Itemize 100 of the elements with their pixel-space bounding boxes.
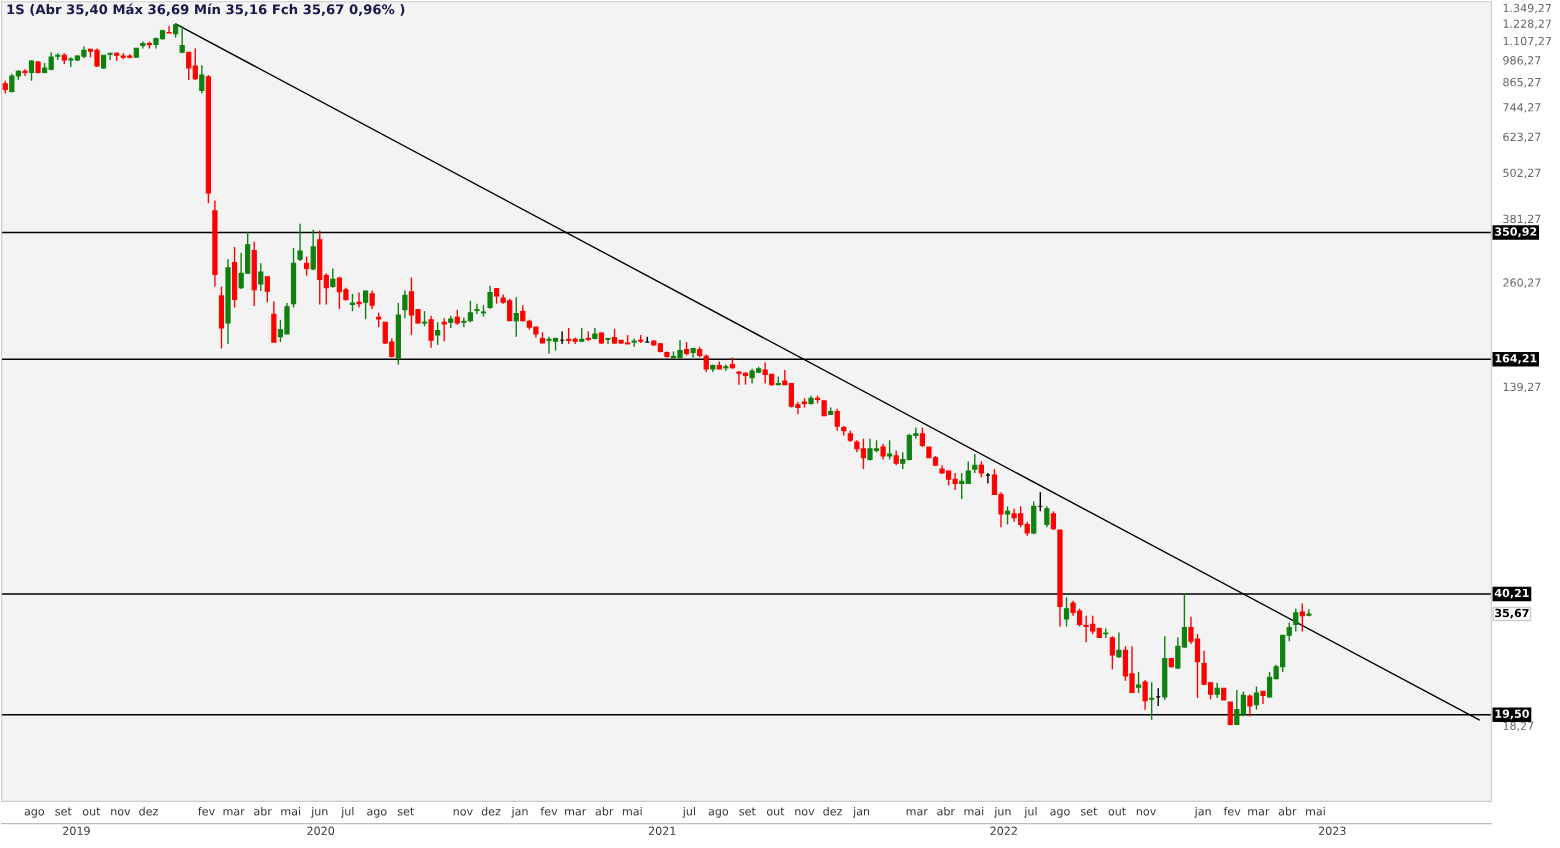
- y-tick-label: 381,27: [1503, 214, 1541, 225]
- candlestick: [192, 47, 198, 81]
- y-tick-label: 139,27: [1503, 382, 1541, 393]
- x-tick-label: jul: [341, 806, 354, 818]
- x-tick-label: jun: [994, 806, 1011, 818]
- y-tick-label: 502,27: [1503, 168, 1541, 179]
- candlestick: [965, 460, 971, 485]
- text: 35,67: [1495, 608, 1529, 619]
- x-tick-label: jan: [1194, 806, 1211, 818]
- x-tick-label: dez: [823, 806, 842, 816]
- x-tick-label: dez: [139, 806, 158, 816]
- y-tick-label: 986,27: [1503, 56, 1541, 66]
- x-tick-label: mai: [1306, 806, 1325, 816]
- y-tick-label: 865,27: [1503, 77, 1541, 88]
- candlestick: [186, 51, 192, 81]
- candlestick: [1253, 685, 1260, 711]
- candlestick: [1116, 631, 1122, 659]
- y-tick-label: 1.107,27: [1503, 36, 1551, 47]
- y-tick-label: 1.228,27: [1503, 19, 1551, 30]
- candlestick: [1044, 505, 1050, 528]
- ref-line-label: 19,50: [1495, 709, 1529, 720]
- candlestick: [22, 68, 28, 77]
- candlestick: [435, 321, 441, 346]
- y-tick-label: 260,27: [1503, 278, 1541, 288]
- x-tick-label: dez: [481, 806, 501, 816]
- candlestick: [362, 289, 369, 320]
- x-tick-label: mar: [223, 809, 245, 816]
- x2-tick-label: 2023: [1318, 826, 1346, 835]
- x-tick-label: abr: [937, 806, 955, 816]
- candlestick: [631, 337, 637, 348]
- x-tick-label: nov: [111, 809, 131, 816]
- x-tick-label: mai: [622, 806, 642, 816]
- candlestick: [1293, 608, 1299, 633]
- candlestick: [1142, 679, 1148, 711]
- x-tick-label: set: [1081, 807, 1098, 816]
- candlestick: [1286, 621, 1292, 642]
- x-tick-label: out: [766, 807, 785, 816]
- candlestick: [323, 272, 329, 306]
- x-tick-label: jun: [310, 806, 328, 818]
- y-tick-label: 1.349,27: [1503, 3, 1551, 14]
- x-tick-label: mai: [964, 806, 984, 816]
- x-tick-label: jul: [1024, 806, 1037, 818]
- candlestick: [1109, 635, 1115, 670]
- x2-tick-label: 2022: [990, 826, 1017, 835]
- x-tick-label: nov: [1136, 809, 1156, 816]
- y-tick-label: 623,27: [1503, 132, 1541, 143]
- candlestick: [919, 426, 926, 448]
- candlestick: [330, 267, 336, 289]
- x-tick-label: set: [739, 807, 756, 816]
- candlestick: [834, 408, 840, 432]
- candlestick: [887, 439, 893, 461]
- candlestick: [1135, 671, 1142, 694]
- x-tick-label: jul: [682, 806, 695, 818]
- x-tick-label: ago: [24, 809, 45, 818]
- candlestick: [461, 316, 467, 328]
- x2-tick-label: 2019: [63, 826, 90, 835]
- candlestick: [487, 285, 493, 310]
- x-tick-label: abr: [1278, 806, 1297, 816]
- candlestick: [264, 276, 270, 303]
- x-tick-label: abr: [595, 806, 614, 816]
- x-tick-label: fev: [1223, 806, 1241, 816]
- candlestick: [304, 255, 310, 277]
- candlestick: [199, 64, 205, 95]
- x-tick-label: out: [1108, 807, 1126, 816]
- candlestick: [467, 300, 474, 323]
- x-tick-label: ago: [367, 809, 387, 818]
- candlestick: [428, 315, 434, 349]
- x-tick-label: ago: [1050, 809, 1070, 818]
- x2-tick-label: 2020: [307, 826, 335, 835]
- x-tick-label: ago: [708, 809, 729, 818]
- ref-line-label: 350,92: [1495, 227, 1537, 238]
- x-tick-label: set: [55, 807, 72, 816]
- candlestick: [310, 228, 316, 271]
- candlestick: [402, 289, 408, 319]
- x-tick-label: mar: [565, 809, 587, 816]
- x-tick-label: nov: [795, 809, 815, 816]
- candlestick: [1149, 681, 1155, 721]
- candlestick: [959, 472, 965, 500]
- candlestick: [1103, 627, 1109, 639]
- x2-tick-label: 2021: [648, 826, 676, 835]
- candlestick: [1063, 596, 1070, 628]
- x-tick-label: fev: [198, 806, 215, 816]
- candlestick: [369, 289, 375, 310]
- x-tick-label: jan: [511, 806, 528, 818]
- candlestick: [605, 337, 611, 345]
- candlestick: [441, 317, 447, 342]
- candlestick: [513, 296, 519, 338]
- candlestick: [297, 223, 303, 262]
- candlestick: [356, 291, 362, 309]
- candlestick: [972, 453, 978, 474]
- candlestick: [107, 52, 113, 61]
- candlestick: [258, 262, 264, 292]
- x-tick-label: mar: [906, 809, 928, 816]
- x-tick-label: set: [397, 807, 415, 816]
- x-tick-label: nov: [453, 809, 473, 816]
- chart-title: 1S (Abr 35,40 Máx 36,69 Mín 35,16 Fch 35,67 0,96% ): [7, 3, 405, 16]
- x-tick-label: out: [82, 807, 101, 816]
- candlestick: [166, 25, 172, 34]
- y-tick-label: 18,27: [1503, 721, 1534, 732]
- candlestick: [1050, 510, 1057, 531]
